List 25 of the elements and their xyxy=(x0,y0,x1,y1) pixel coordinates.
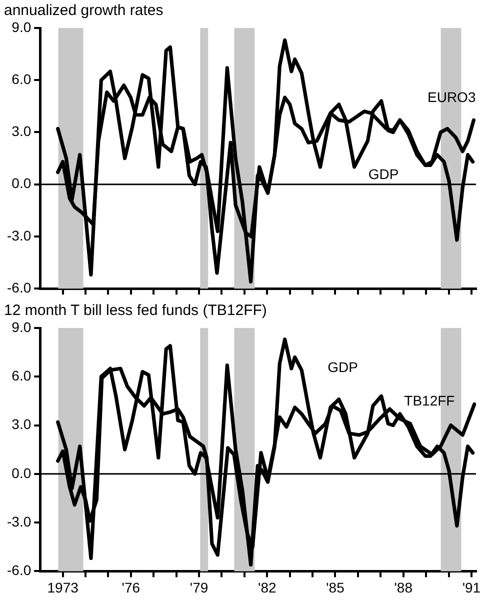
x-tick-label: '82 xyxy=(258,579,276,596)
x-tick-label: 1973 xyxy=(47,579,79,596)
series-label: GDP xyxy=(328,359,358,376)
x-tick-label: '88 xyxy=(394,579,413,596)
y-tick-label: 3.0 xyxy=(12,416,32,432)
y-tick-label: 6.0 xyxy=(12,368,32,384)
y-tick-label: -3.0 xyxy=(7,227,32,244)
y-tick-label: 3.0 xyxy=(12,123,32,140)
series-label: GDP xyxy=(368,166,399,182)
x-tick-label: '76 xyxy=(122,579,140,596)
series-label: TB12FF xyxy=(404,392,455,409)
x-tick-label: '91 xyxy=(462,579,481,596)
series-label: EURO3 xyxy=(427,88,476,105)
y-tick-label: -6.0 xyxy=(7,562,32,578)
chart-title: annualized growth rates xyxy=(4,2,164,20)
y-tick-label: 0.0 xyxy=(12,464,32,481)
x-tick-label: '79 xyxy=(190,579,208,596)
y-tick-label: 9.0 xyxy=(12,318,32,335)
y-tick-label: -6.0 xyxy=(7,279,32,296)
y-tick-label: 9.0 xyxy=(12,18,32,35)
chart-title: 12 month T bill less fed funds (TB12FF) xyxy=(4,302,267,320)
y-tick-label: -3.0 xyxy=(7,513,32,530)
y-tick-label: 0.0 xyxy=(12,175,32,192)
y-tick-label: 6.0 xyxy=(12,70,32,87)
x-tick-label: '85 xyxy=(326,579,345,596)
